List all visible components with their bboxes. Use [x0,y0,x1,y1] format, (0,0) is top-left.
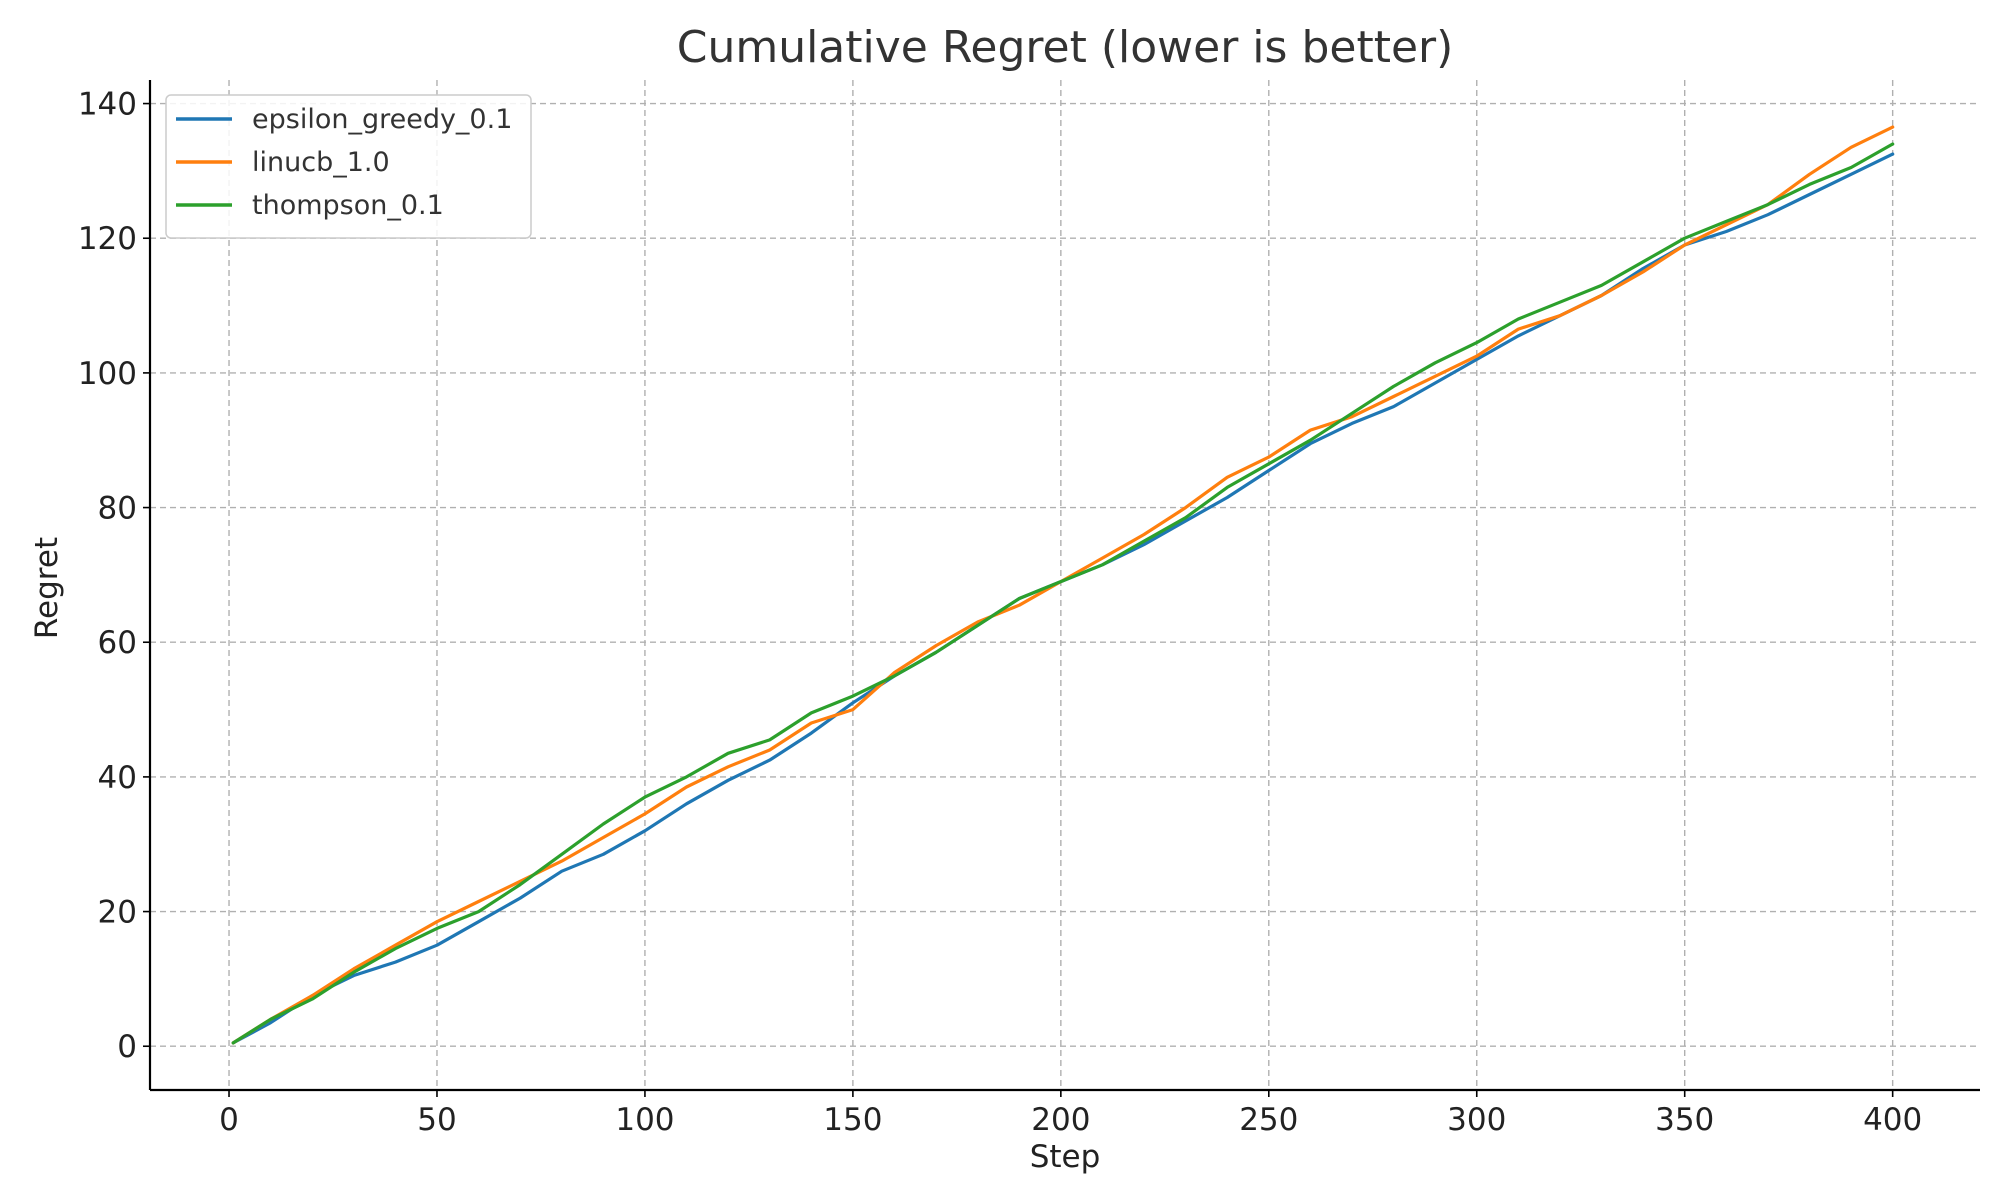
y-tick-label: 120 [78,221,137,257]
x-tick-label: 200 [1031,1102,1090,1138]
x-tick-label: 400 [1863,1102,1922,1138]
axis-ticks: 0 50 100 150 200 250 300 350 400 0 20 40 60 80 100 120 1… [78,87,1922,1138]
legend-label: linucb_1.0 [252,147,390,178]
chart-axes [148,80,1980,1092]
grid-lines [150,80,1980,1090]
x-tick-label: 350 [1655,1102,1714,1138]
series-line-thompson_0.1 [231,142,1895,1045]
x-tick-label: 250 [1239,1102,1298,1138]
y-tick-label: 60 [98,625,137,661]
y-tick-label: 140 [78,87,137,123]
x-tick-label: 0 [219,1102,239,1138]
x-tick-label: 150 [823,1102,882,1138]
legend: epsilon_greedy_0.1 linucb_1.0 thompson_0.1 [165,94,532,239]
x-tick-label: 300 [1447,1102,1506,1138]
y-tick-label: 40 [98,760,137,796]
x-axis-label: Step [1030,1139,1101,1175]
legend-box [165,94,532,239]
series-lines [231,125,1895,1045]
y-tick-label: 80 [98,491,137,527]
chart-title: Cumulative Regret (lower is better) [677,22,1454,73]
legend-label: thompson_0.1 [252,190,444,221]
y-tick-label: 0 [117,1029,137,1065]
y-axis-label: Regret [29,537,65,639]
series-line-linucb_1.0 [231,125,1895,1045]
y-tick-label: 20 [98,895,137,931]
legend-label: epsilon_greedy_0.1 [252,104,512,135]
x-tick-label: 100 [615,1102,674,1138]
y-tick-label: 100 [78,356,137,392]
x-tick-label: 50 [417,1102,456,1138]
